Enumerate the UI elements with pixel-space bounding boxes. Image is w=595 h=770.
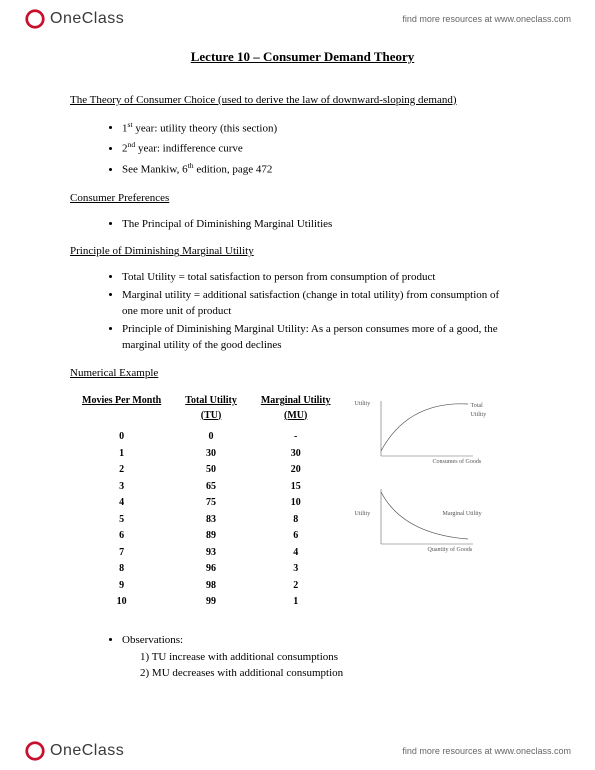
table-header-movies: Movies Per Month <box>70 392 173 429</box>
tu-y-label: Utility <box>355 400 371 409</box>
page-header: OneClass find more resources at www.onec… <box>0 0 595 38</box>
observations-list: Observations: <box>122 633 535 649</box>
example-row: Movies Per Month Total Utility(TU) Margi… <box>70 392 535 611</box>
table-row: 10991 <box>70 594 343 611</box>
table-row: 00- <box>70 429 343 446</box>
mu-curve-label: Marginal Utility <box>443 510 482 519</box>
section-consumer-choice-heading: The Theory of Consumer Choice (used to d… <box>70 93 535 109</box>
list-item: 2nd year: indifference curve <box>122 139 535 158</box>
section-example-heading: Numerical Example <box>70 366 535 382</box>
page-footer: OneClass find more resources at www.onec… <box>0 732 595 770</box>
utility-table: Movies Per Month Total Utility(TU) Margi… <box>70 392 343 611</box>
mu-chart: Utility Marginal Utility Quantity of Goo… <box>373 484 483 560</box>
logo-text: OneClass <box>50 10 124 28</box>
lecture-title: Lecture 10 – Consumer Demand Theory <box>70 48 535 67</box>
mu-y-label: Utility <box>355 510 371 519</box>
mu-chart-svg <box>373 484 483 554</box>
list-item: Marginal utility = additional satisfacti… <box>122 288 535 320</box>
table-row: 9982 <box>70 578 343 595</box>
section-preferences-heading: Consumer Preferences <box>70 191 535 207</box>
table-row: 7934 <box>70 545 343 562</box>
section-preferences-list: The Principal of Diminishing Marginal Ut… <box>122 217 535 233</box>
section-dmu-list: Total Utility = total satisfaction to pe… <box>122 270 535 354</box>
table-row: 25020 <box>70 462 343 479</box>
tu-chart-svg <box>373 396 483 466</box>
table-row: 6896 <box>70 528 343 545</box>
logo-circle-icon <box>24 740 46 762</box>
mu-x-label: Quantity of Goods <box>428 546 473 555</box>
table-row: 5838 <box>70 512 343 529</box>
logo-text-footer: OneClass <box>50 742 124 760</box>
tu-curve-label: Total Utility <box>471 402 487 419</box>
observation-1: 1) TU increase with additional consumpti… <box>140 650 535 666</box>
list-item: Total Utility = total satisfaction to pe… <box>122 270 535 286</box>
table-row: 36515 <box>70 479 343 496</box>
section-dmu-heading: Principle of Diminishing Marginal Utilit… <box>70 244 535 260</box>
logo-circle-icon <box>24 8 46 30</box>
table-header-mu: Marginal Utility(MU) <box>249 392 343 429</box>
tu-chart: Utility Total Utility Consumes of Goods <box>373 396 483 472</box>
chart-panel: Utility Total Utility Consumes of Goods … <box>353 392 535 562</box>
observations-title: Observations: <box>122 633 535 649</box>
table-row: 8963 <box>70 561 343 578</box>
table-row: 47510 <box>70 495 343 512</box>
list-item: The Principal of Diminishing Marginal Ut… <box>122 217 535 233</box>
header-tagline: find more resources at www.oneclass.com <box>402 14 571 24</box>
section-consumer-choice-list: 1st year: utility theory (this section) … <box>122 119 535 179</box>
observation-2: 2) MU decreases with additional consumpt… <box>140 666 535 682</box>
list-item: 1st year: utility theory (this section) <box>122 119 535 138</box>
document-body: Lecture 10 – Consumer Demand Theory The … <box>0 0 595 722</box>
brand-logo: OneClass <box>24 8 124 30</box>
brand-logo-footer: OneClass <box>24 740 124 762</box>
table-row: 13030 <box>70 446 343 463</box>
list-item: See Mankiw, 6th edition, page 472 <box>122 160 535 179</box>
footer-tagline: find more resources at www.oneclass.com <box>402 746 571 756</box>
table-header-tu: Total Utility(TU) <box>173 392 249 429</box>
list-item: Principle of Diminishing Marginal Utilit… <box>122 322 535 354</box>
tu-x-label: Consumes of Goods <box>433 458 482 467</box>
